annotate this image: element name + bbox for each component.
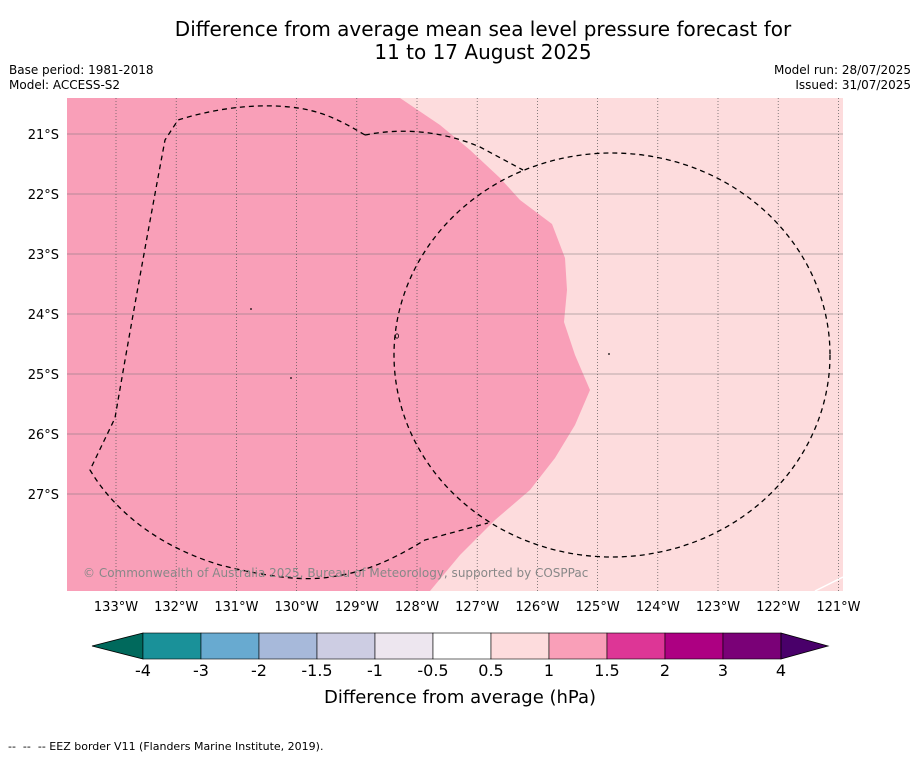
meta-left: Base period: 1981-2018 Model: ACCESS-S2 [9,63,154,93]
base-period: Base period: 1981-2018 [9,63,154,77]
colorbar-tick-label: 1 [544,661,554,680]
colorbar-tick-label: 2 [660,661,670,680]
colorbar-extend-low [91,632,144,660]
colorbar-tick-label: -0.5 [417,661,448,680]
coastline-segment [814,576,843,591]
colorbar-swatch [316,632,376,660]
colorbar-tick-label: 1.5 [594,661,619,680]
colorbar-tick-label: 3 [718,661,728,680]
longitude-label: 129°W [335,600,379,615]
colorbar-label: Difference from average (hPa) [324,687,596,708]
longitude-label: 131°W [214,600,258,615]
longitude-label: 122°W [756,600,800,615]
latitude-label: 27°S [28,488,59,503]
longitude-label: 128°W [395,600,439,615]
longitude-label: 130°W [275,600,319,615]
latitude-label: 22°S [28,188,59,203]
latitude-labels: 21°S 22°S 23°S 24°S 25°S 26°S 27°S [28,128,59,503]
map-area: © Commonwealth of Australia 2025, Bureau… [67,98,843,591]
chart-title: Difference from average mean sea level p… [0,18,919,64]
island-marker [608,353,610,355]
longitude-label: 132°W [154,600,198,615]
colorbar-swatch [490,632,550,660]
eez-border-west-north [364,130,524,171]
colorbar-swatch [606,632,666,660]
model-name: Model: ACCESS-S2 [9,78,121,92]
colorbar-tick-label: 4 [776,661,786,680]
eez-border-east [393,152,831,558]
longitude-label: 133°W [94,600,138,615]
graticule [67,98,843,591]
colorbar-swatch [722,632,782,660]
title-line-2: 11 to 17 August 2025 [374,40,592,64]
colorbar-swatch [664,632,724,660]
colorbar-swatch [200,632,260,660]
colorbar-swatch [432,632,492,660]
meta-right: Model run: 28/07/2025 Issued: 31/07/2025 [774,63,911,93]
colorbar-extend-high [780,632,830,660]
colorbar-tick-label: -4 [135,661,151,680]
island-marker [250,308,252,310]
latitude-label: 25°S [28,368,59,383]
longitude-labels: 133°W 132°W 131°W 130°W 129°W 128°W 127°W 126°W… [94,600,861,615]
island-marker [394,333,399,339]
issued-date: Issued: 31/07/2025 [795,78,911,92]
model-run: Model run: 28/07/2025 [773,63,911,77]
latitude-label: 24°S [28,308,59,323]
colorbar-tick-label: -1 [367,661,383,680]
longitude-label: 126°W [515,600,559,615]
longitude-label: 127°W [455,600,499,615]
colorbar-tick-label: 0.5 [478,661,503,680]
longitude-label: 125°W [576,600,620,615]
anomaly-region-1-to-1-5 [67,98,590,591]
island-marker [290,377,292,379]
colorbar-tick-label: -3 [193,661,209,680]
longitude-label: 124°W [636,600,680,615]
colorbar-swatch [374,632,434,660]
colorbar-tick-label: -2 [251,661,267,680]
title-line-1: Difference from average mean sea level p… [174,17,792,41]
latitude-label: 23°S [28,248,59,263]
longitude-label: 123°W [696,600,740,615]
colorbar-swatch [258,632,318,660]
colorbar-swatch [142,632,202,660]
latitude-label: 21°S [28,128,59,143]
longitude-label: 121°W [816,600,860,615]
eez-footnote: -- -- -- EEZ border V11 (Flanders Marine… [8,740,324,753]
colorbar-tick-label: -1.5 [301,661,332,680]
latitude-label: 26°S [28,428,59,443]
colorbar: -4 -3 -2 -1.5 -1 -0.5 0.5 1 1.5 2 3 4 [91,632,830,680]
copyright-notice: © Commonwealth of Australia 2025, Bureau… [83,566,588,580]
colorbar-swatch [548,632,608,660]
